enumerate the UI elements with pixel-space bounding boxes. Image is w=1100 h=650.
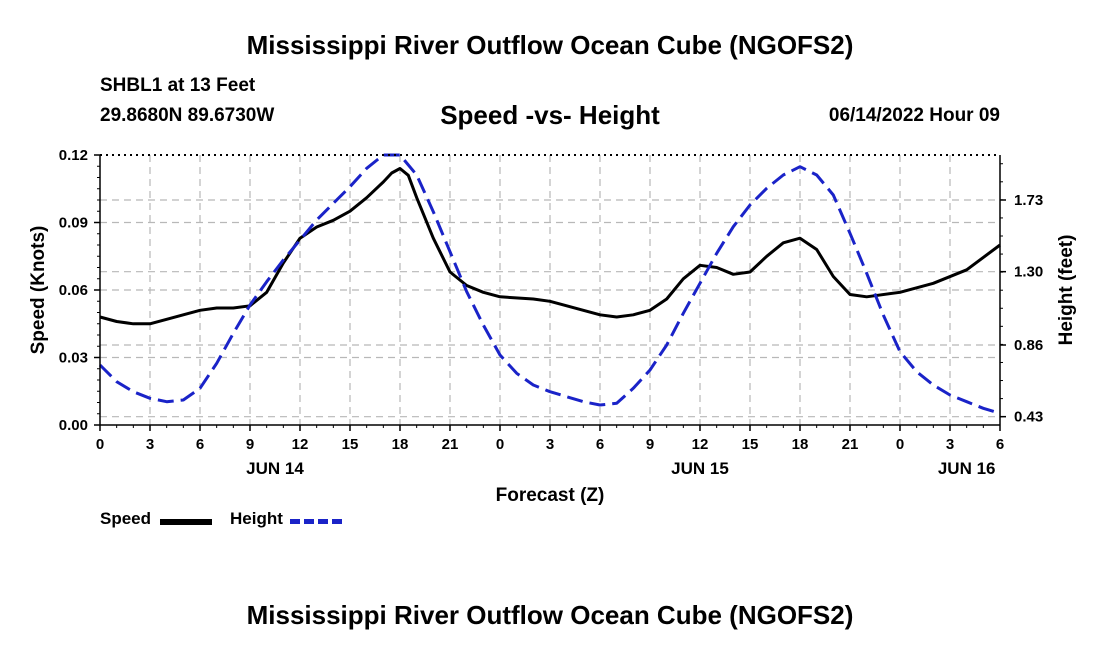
y-tick-label: 0.03 [59,350,88,367]
x-tick-label: 0 [896,436,904,453]
x-tick-label: 6 [596,436,604,453]
x-tick-label: 12 [292,436,309,453]
x-tick-label: 21 [842,436,859,453]
page-title: Mississippi River Outflow Ocean Cube (NG… [246,30,854,60]
y-tick-label: 0.12 [59,147,88,164]
series-line-speed [99,167,1001,326]
legend-speed-label: Speed [100,509,152,528]
y-tick-label: 0.09 [59,215,88,232]
x-tick-label: 3 [146,436,154,453]
x-tick-label: 3 [546,436,554,453]
x-tick-label: 15 [342,436,359,453]
x-tick-label: 21 [442,436,459,453]
x-tick-label: 6 [996,436,1004,453]
footer-title: Mississippi River Outflow Ocean Cube (NG… [246,600,854,630]
y-tick-label: 0.06 [59,282,88,299]
x-tick-label: 12 [692,436,709,453]
chart-grid [100,155,1000,425]
y2-tick-label: 0.43 [1014,409,1043,426]
x-tick-label: 18 [392,436,409,453]
x-tick-label: 6 [196,436,204,453]
y2-tick-label: 1.30 [1014,264,1043,281]
y2-axis-title: Height (feet) [1056,235,1077,346]
x-tick-label: 9 [246,436,254,453]
day-label: JUN 15 [671,459,729,478]
speed-height-chart: 0 3 6 9 12 15 18 21 0 3 6 9 12 15 18 21 0 3 6 JUN 14 JUN 15 J… [28,147,1077,506]
y2-tick-label: 0.86 [1014,337,1043,354]
forecast-datetime: 06/14/2022 Hour 09 [828,105,1000,126]
day-label: JUN 16 [938,459,996,478]
y-tick-label: 0.00 [59,417,88,434]
x-tick-label: 3 [946,436,954,453]
chart-axes [94,154,1006,431]
x-tick-label: 18 [792,436,809,453]
x-tick-label: 15 [742,436,759,453]
station-label: SHBL1 at 13 Feet [100,75,256,96]
x-axis-title: Forecast (Z) [496,485,605,506]
day-label: JUN 14 [246,459,304,478]
y2-tick-label: 1.73 [1014,192,1043,209]
chart-subtitle: Speed -vs- Height [440,100,660,130]
legend-height-label: Height [230,509,283,528]
x-tick-label: 0 [96,436,104,453]
legend-speed-swatch [160,519,212,525]
legend-height-swatch [290,519,342,524]
y-axis-title: Speed (Knots) [28,226,49,355]
chart-series [98,153,1001,415]
chart-labels: 0 3 6 9 12 15 18 21 0 3 6 9 12 15 18 21 0 3 6 JUN 14 JUN 15 J… [28,147,1077,506]
series-line-height [98,153,1001,415]
station-coordinates: 29.8680N 89.6730W [100,105,275,126]
x-tick-label: 0 [496,436,504,453]
x-tick-label: 9 [646,436,654,453]
